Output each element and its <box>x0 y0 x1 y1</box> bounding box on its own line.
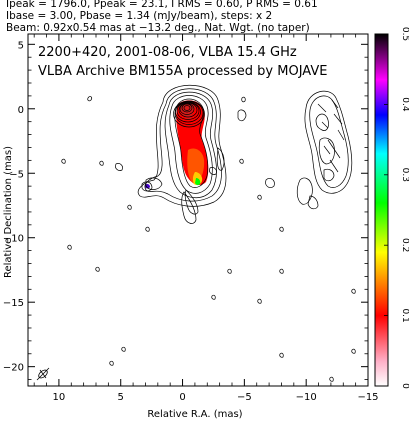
color-map-green <box>195 178 201 186</box>
colorbar-tick-label: 0.4 <box>400 97 409 112</box>
y-axis: 5 0 −5 −10 −15 −20 <box>3 40 368 380</box>
y-axis-label: Relative Declination (mas) <box>3 146 14 278</box>
intensity-contours <box>137 84 227 224</box>
y-tick-label: −15 <box>3 298 24 309</box>
colorbar-tick-label: 0.5 <box>400 27 409 41</box>
x-tick-label: 5 <box>118 392 124 403</box>
y-tick-label: 5 <box>18 40 24 51</box>
colorbar-tick-label: 0.1 <box>400 308 409 322</box>
polarization-contours <box>296 90 353 210</box>
x-tick-label: 10 <box>53 392 66 403</box>
colorbar-tick-label: 0.3 <box>400 168 409 182</box>
x-tick-label: 0 <box>179 392 185 403</box>
beam-ellipse <box>36 367 50 381</box>
y-tick-label: −20 <box>3 363 24 374</box>
chart-title: 2200+420, 2001-08-06, VLBA 15.4 GHz <box>38 45 297 60</box>
source-image <box>36 84 356 382</box>
colorbar-axis: 0 0.1 0.2 0.3 0.4 0.5 <box>384 27 409 389</box>
colorbar-tick-label: 0.2 <box>400 238 409 252</box>
y-tick-label: −5 <box>9 169 24 180</box>
header-line-peak: Ipeak = 1796.0, Ppeak = 23.1, I RMS = 0.… <box>6 0 318 10</box>
y-tick-label: 0 <box>18 105 24 116</box>
x-axis-label: Relative R.A. (mas) <box>147 409 242 420</box>
x-tick-label: −15 <box>357 392 378 403</box>
x-axis: 10 5 0 −5 −10 −15 <box>33 34 379 403</box>
colorbar <box>374 33 389 387</box>
header-line-beam: Beam: 0.92x0.54 mas at −13.2 deg., Nat. … <box>6 22 310 34</box>
header-line-base: Ibase = 3.00, Pbase = 1.34 (mJy/beam), s… <box>6 10 273 22</box>
noise-contours <box>61 96 356 382</box>
colorbar-tick-label: 0 <box>400 383 409 389</box>
chart-subtitle: VLBA Archive BM155A processed by MOJAVE <box>38 64 327 79</box>
y-tick-label: −10 <box>3 234 24 245</box>
plot-frame <box>27 33 369 387</box>
x-tick-label: −10 <box>296 392 317 403</box>
x-tick-label: −5 <box>237 392 252 403</box>
